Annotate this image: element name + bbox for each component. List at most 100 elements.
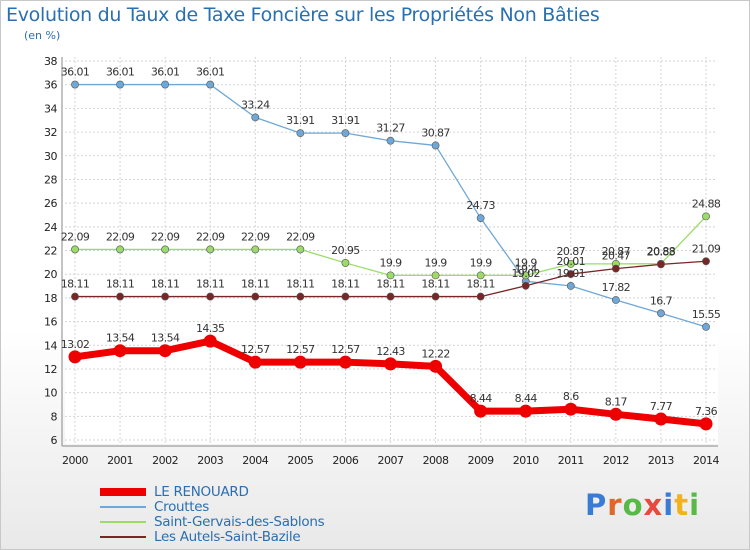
data-point — [251, 245, 260, 254]
data-label: 30.87 — [421, 126, 450, 139]
data-label: 31.91 — [286, 114, 315, 127]
data-point — [431, 271, 440, 280]
data-label: 36.01 — [61, 66, 90, 79]
data-point — [68, 350, 82, 364]
data-point — [206, 245, 215, 254]
data-point — [161, 245, 170, 254]
y-tick-label: 12 — [44, 363, 57, 376]
data-label: 18.11 — [466, 278, 495, 291]
data-label: 22.09 — [241, 230, 270, 243]
data-label: 18.11 — [241, 278, 270, 291]
data-label: 20.83 — [647, 245, 676, 258]
data-point — [566, 259, 575, 268]
data-point — [431, 292, 440, 301]
data-label: 17.82 — [602, 281, 631, 294]
data-point — [116, 245, 124, 254]
data-label: 12.43 — [376, 345, 405, 358]
data-point — [476, 292, 485, 301]
data-point — [116, 80, 124, 89]
data-label: 18.11 — [286, 278, 315, 291]
data-point — [702, 257, 710, 266]
legend-swatch — [100, 505, 146, 508]
data-label: 18.11 — [106, 278, 135, 291]
data-point — [116, 292, 124, 301]
data-label: 19.9 — [515, 256, 538, 269]
data-point — [566, 282, 575, 290]
data-point — [206, 292, 215, 301]
data-label: 20.01 — [557, 255, 586, 268]
x-tick-label: 2014 — [693, 454, 719, 467]
data-label: 24.88 — [692, 197, 721, 210]
data-point — [611, 264, 620, 273]
x-tick-label: 2008 — [423, 454, 449, 467]
data-point — [341, 292, 350, 301]
data-point — [564, 402, 578, 416]
data-label: 19.4 — [515, 262, 538, 275]
data-label: 12.57 — [286, 343, 315, 356]
data-label: 20.95 — [331, 244, 360, 257]
data-label: 8.44 — [470, 392, 493, 405]
data-point — [519, 404, 533, 418]
y-tick-label: 28 — [44, 173, 57, 186]
data-label: 8.6 — [563, 390, 579, 403]
legend-label: Crouttes — [154, 498, 210, 515]
x-tick-label: 2003 — [197, 454, 223, 467]
data-point — [248, 355, 262, 369]
y-tick-label: 18 — [44, 292, 57, 305]
y-tick-label: 32 — [44, 126, 57, 139]
legend-item: Crouttes — [100, 498, 324, 515]
data-point — [521, 281, 530, 290]
data-point — [654, 412, 668, 426]
data-point — [296, 245, 305, 254]
data-point — [476, 271, 485, 280]
data-label: 18.11 — [151, 278, 180, 291]
data-point — [71, 80, 79, 89]
x-tick-label: 2010 — [513, 454, 539, 467]
legend-label: LE RENOUARD — [154, 483, 249, 500]
data-label: 8.17 — [605, 395, 628, 408]
x-tick-label: 2009 — [468, 454, 494, 467]
data-label: 18.11 — [61, 278, 90, 291]
data-label: 13.54 — [106, 332, 135, 345]
data-point — [296, 292, 305, 301]
data-label: 22.09 — [151, 230, 180, 243]
data-point — [203, 334, 217, 348]
data-label: 12.57 — [241, 343, 270, 356]
data-point — [158, 344, 172, 358]
data-label: 19.9 — [379, 256, 402, 269]
data-label: 22.09 — [61, 230, 90, 243]
data-label: 18.11 — [196, 278, 225, 291]
data-point — [71, 292, 79, 301]
data-point — [702, 212, 710, 221]
data-label: 12.57 — [331, 343, 360, 356]
data-label: 22.09 — [106, 230, 135, 243]
data-label: 7.36 — [695, 405, 718, 418]
data-point — [657, 260, 665, 269]
x-tick-label: 2013 — [648, 454, 674, 467]
data-label: 12.22 — [421, 347, 450, 360]
y-tick-label: 6 — [51, 434, 58, 447]
y-tick-label: 30 — [44, 150, 57, 163]
data-point — [161, 292, 170, 301]
legend-label: Saint-Gervais-des-Sablons — [154, 513, 325, 530]
data-point — [71, 245, 79, 254]
data-point — [251, 292, 260, 301]
y-tick-label: 26 — [44, 197, 57, 210]
data-label: 14.35 — [196, 322, 225, 335]
data-label: 22.09 — [286, 230, 315, 243]
data-point — [521, 271, 530, 280]
legend-label: Les Autels-Saint-Bazile — [154, 528, 301, 545]
data-point — [566, 270, 575, 278]
data-label: 19.9 — [470, 256, 493, 269]
data-point — [611, 296, 620, 304]
y-tick-label: 36 — [44, 79, 57, 92]
data-label: 33.24 — [241, 98, 270, 111]
legend-swatch — [100, 520, 146, 523]
x-tick-label: 2012 — [603, 454, 629, 467]
data-label: 15.55 — [692, 308, 721, 321]
data-label: 16.7 — [650, 294, 673, 307]
data-point — [293, 355, 307, 369]
chart-legend: LE RENOUARD Crouttes Saint-Gervais-des-Sab… — [100, 483, 325, 545]
legend-item: LE RENOUARD — [100, 483, 324, 500]
data-point — [702, 322, 710, 331]
